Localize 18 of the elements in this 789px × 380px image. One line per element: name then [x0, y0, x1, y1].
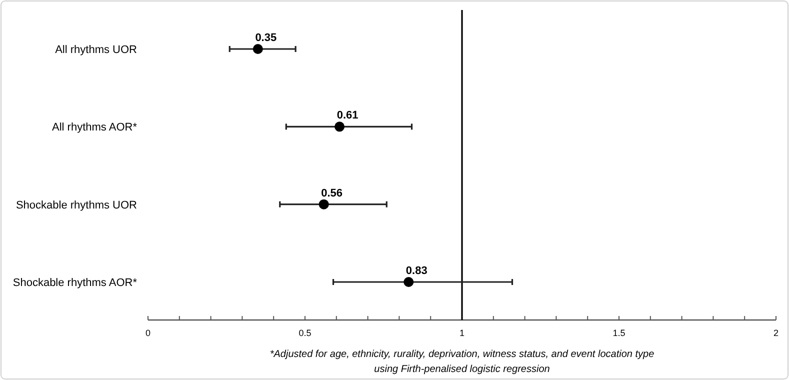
x-tick-label: 2 [773, 328, 779, 338]
point [318, 199, 329, 210]
x-tick-label: 1.5 [612, 328, 626, 338]
x-tick-label: 0.5 [298, 328, 312, 338]
y-tick-label: All rhythms AOR* [52, 122, 138, 134]
point [404, 277, 414, 287]
x-tick-label: 0 [145, 328, 151, 338]
data-label: 0.61 [336, 110, 358, 122]
x-tick-label: 1 [459, 328, 465, 338]
data-label: 0.56 [321, 187, 343, 200]
y-tick-label: Shockable rhythms AOR* [12, 277, 138, 289]
point [334, 122, 345, 132]
point [252, 44, 263, 54]
y-tick-label: All rhythms UOR [55, 44, 138, 56]
data-label: 0.83 [406, 265, 428, 277]
text: *Adjusted for age, ethnicity, rurality, deprivation, witness status, and event location type using Firth-penalised logistic regression [270, 349, 655, 375]
y-tick-label: Shockable rhythms UOR [16, 199, 138, 212]
data-label: 0.35 [255, 32, 277, 44]
